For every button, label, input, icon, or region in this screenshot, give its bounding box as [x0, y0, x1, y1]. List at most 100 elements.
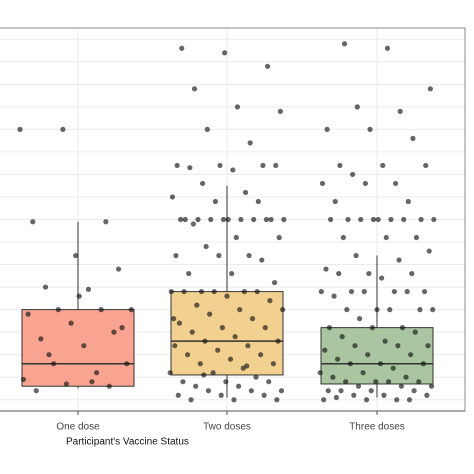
point	[281, 216, 287, 223]
point	[203, 243, 209, 250]
point	[251, 216, 257, 223]
point	[89, 379, 95, 385]
point	[343, 379, 349, 385]
point	[333, 394, 339, 401]
point	[174, 162, 180, 169]
point	[225, 216, 231, 223]
point	[270, 361, 276, 367]
point	[33, 388, 39, 394]
point	[51, 361, 57, 367]
point	[387, 307, 393, 313]
point	[418, 216, 424, 223]
point	[395, 343, 401, 349]
point	[370, 216, 377, 223]
point	[369, 325, 375, 331]
point	[17, 126, 23, 132]
point	[321, 397, 327, 403]
point	[368, 388, 374, 394]
point	[169, 194, 176, 200]
point	[325, 388, 331, 394]
point	[319, 180, 326, 187]
x-tick-label: Two doses	[203, 422, 251, 433]
point	[344, 307, 350, 313]
point	[328, 216, 334, 223]
point	[181, 288, 187, 295]
point	[375, 216, 381, 223]
point	[197, 361, 203, 367]
point	[397, 108, 403, 114]
point	[198, 288, 205, 295]
point	[175, 392, 181, 398]
point	[425, 343, 431, 349]
point	[232, 334, 238, 340]
point	[180, 379, 186, 385]
point	[179, 45, 185, 51]
point	[98, 307, 104, 313]
point	[341, 41, 348, 47]
point	[184, 352, 191, 358]
point	[202, 338, 208, 344]
point	[168, 288, 174, 295]
point	[68, 320, 74, 326]
point	[357, 316, 363, 322]
point	[336, 270, 342, 277]
point	[233, 234, 239, 241]
point	[187, 165, 193, 171]
point	[363, 397, 370, 403]
point	[340, 234, 346, 241]
point	[189, 329, 195, 335]
point	[172, 343, 178, 349]
box	[170, 291, 284, 376]
point	[326, 325, 333, 331]
point	[355, 383, 362, 389]
point	[194, 302, 200, 308]
point	[201, 372, 207, 378]
point	[271, 279, 278, 286]
point	[171, 316, 177, 322]
point	[111, 329, 117, 335]
point	[317, 370, 323, 376]
point	[267, 298, 273, 304]
point	[318, 288, 324, 295]
point	[200, 180, 206, 187]
point	[81, 343, 87, 349]
point	[218, 392, 224, 398]
point	[274, 397, 280, 403]
point	[234, 104, 241, 110]
point	[332, 198, 338, 205]
point	[431, 216, 437, 223]
point	[278, 388, 285, 394]
point	[106, 383, 112, 389]
point	[128, 307, 134, 313]
point	[348, 288, 355, 295]
point	[416, 379, 422, 385]
point	[338, 388, 344, 394]
point	[427, 86, 433, 92]
point	[426, 248, 432, 254]
point	[124, 361, 130, 367]
point	[403, 374, 409, 380]
point	[263, 216, 270, 223]
point	[55, 307, 61, 313]
point	[354, 104, 360, 110]
point	[260, 162, 266, 169]
point	[216, 252, 222, 259]
point	[412, 329, 418, 335]
point	[207, 311, 213, 317]
point	[380, 162, 386, 169]
point	[63, 381, 69, 387]
point	[227, 356, 234, 362]
point	[373, 379, 379, 385]
point	[242, 189, 249, 196]
point	[190, 221, 196, 227]
point	[241, 288, 247, 295]
point	[220, 216, 227, 223]
point	[365, 352, 371, 358]
point	[374, 307, 380, 313]
point	[208, 216, 214, 223]
point	[383, 234, 389, 241]
point	[352, 343, 358, 349]
point	[217, 162, 223, 169]
point	[280, 307, 286, 313]
